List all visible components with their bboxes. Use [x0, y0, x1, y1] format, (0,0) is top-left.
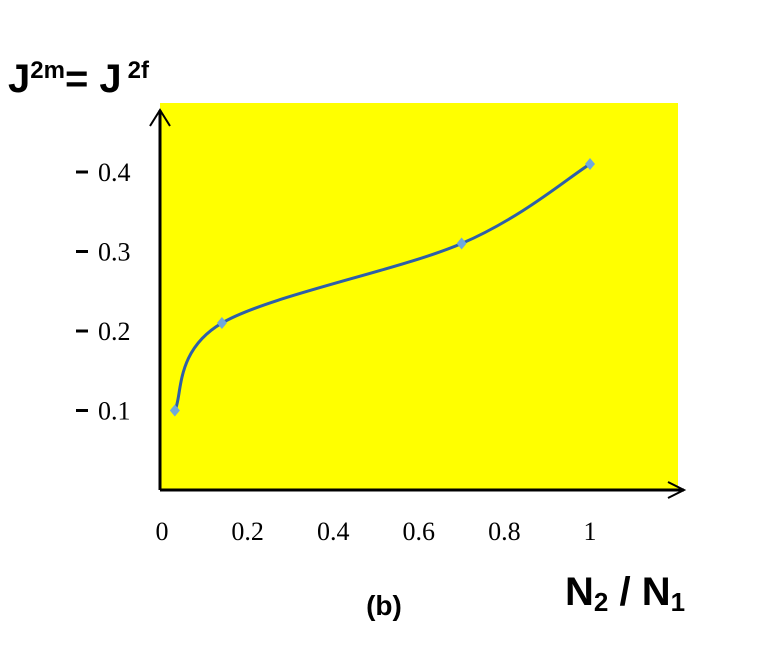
line [173, 162, 591, 412]
x-tick-label: 0.2 [231, 517, 264, 546]
y-tick-label: 0.2 [98, 317, 131, 346]
x-axis-label: N2 / N1 [565, 570, 685, 617]
x-tick-label: 1 [584, 517, 597, 546]
marker [585, 158, 595, 171]
x-tick-label: 0.8 [488, 517, 521, 546]
marker [169, 404, 180, 417]
subtitle: (b) [366, 590, 402, 621]
x-tick-label: 0 [156, 517, 169, 546]
marker [456, 237, 467, 250]
y-axis-arrow [149, 108, 171, 127]
x-tick-label: 0.4 [317, 517, 350, 546]
x-tick-label: 0.6 [403, 517, 436, 546]
y-axis-label: J2m= J 2f [8, 57, 150, 101]
y-tick-label: 0.3 [98, 238, 131, 267]
x-axis-arrow [667, 481, 687, 499]
plot-background [160, 103, 678, 490]
y-tick-label: 0.1 [98, 397, 131, 426]
marker [216, 317, 227, 330]
y-tick-label: 0.4 [98, 158, 131, 187]
